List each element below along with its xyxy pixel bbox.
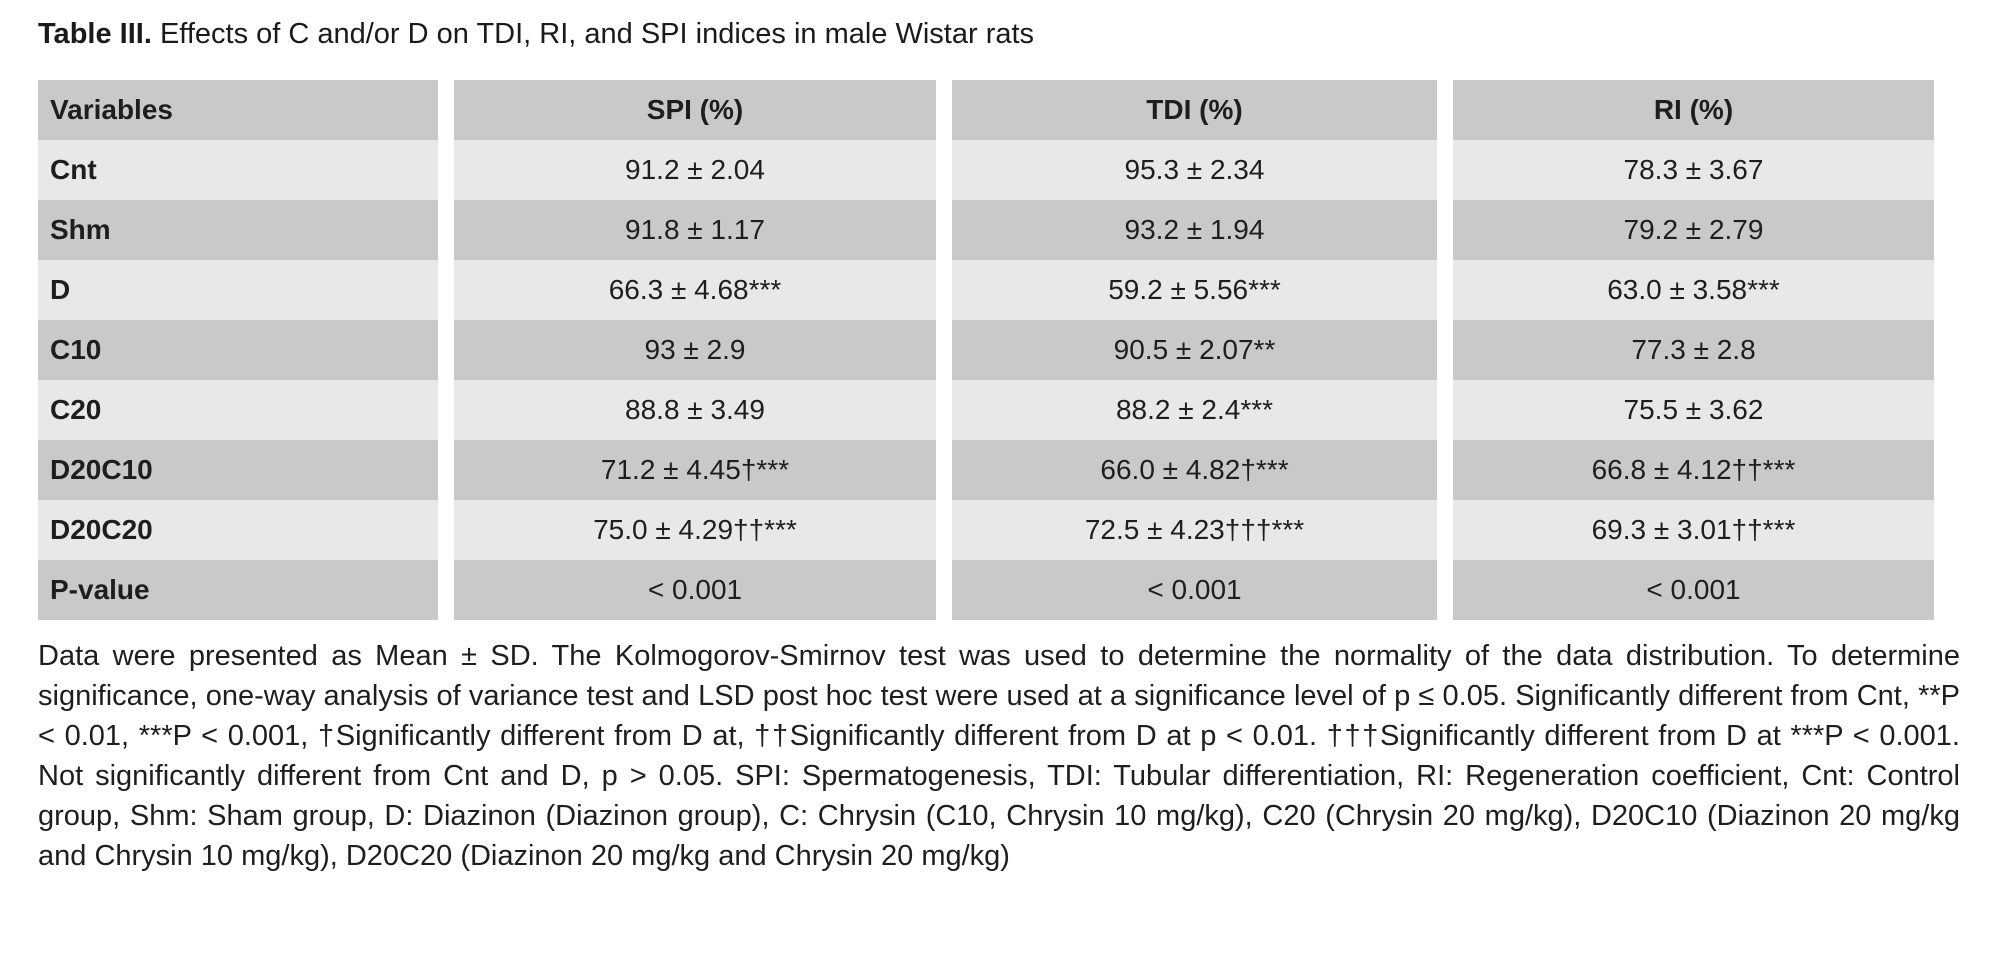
table-cell-d20c20-tdi: 72.5 ± 4.23†††*** [952,500,1437,560]
column-header-ri: RI (%) [1453,80,1934,140]
row-label-d: D [38,260,438,320]
table-cell-d20c10-tdi: 66.0 ± 4.82†*** [952,440,1437,500]
table-cell-pvalue-tdi: < 0.001 [952,560,1437,620]
row-label-c20: C20 [38,380,438,440]
table-cell-cnt-tdi: 95.3 ± 2.34 [952,140,1437,200]
table-cell-c10-spi: 93 ± 2.9 [454,320,936,380]
data-table: Variables SPI (%) TDI (%) RI (%) Cnt 91.… [38,80,1934,620]
table-cell-c10-ri: 77.3 ± 2.8 [1453,320,1934,380]
table-cell-shm-tdi: 93.2 ± 1.94 [952,200,1437,260]
table-cell-shm-spi: 91.8 ± 1.17 [454,200,936,260]
table-footnote: Data were presented as Mean ± SD. The Ko… [38,640,1960,872]
table-cell-c20-spi: 88.8 ± 3.49 [454,380,936,440]
table-cell-cnt-ri: 78.3 ± 3.67 [1453,140,1934,200]
table-cell-d20c10-spi: 71.2 ± 4.45†*** [454,440,936,500]
table-cell-d20c20-ri: 69.3 ± 3.01††*** [1453,500,1934,560]
table-cell-cnt-spi: 91.2 ± 2.04 [454,140,936,200]
row-label-d20c10: D20C10 [38,440,438,500]
row-label-cnt: Cnt [38,140,438,200]
table-cell-d-tdi: 59.2 ± 5.56*** [952,260,1437,320]
column-header-variables: Variables [38,80,438,140]
table-cell-d-spi: 66.3 ± 4.68*** [454,260,936,320]
table-caption: Table III. Effects of C and/or D on TDI,… [38,16,1960,52]
column-header-tdi: TDI (%) [952,80,1437,140]
table-cell-shm-ri: 79.2 ± 2.79 [1453,200,1934,260]
table-caption-label: Table III. [38,18,152,50]
table-figure: Table III. Effects of C and/or D on TDI,… [38,16,1960,905]
table-cell-c20-ri: 75.5 ± 3.62 [1453,380,1934,440]
row-label-pvalue: P-value [38,560,438,620]
table-cell-d-ri: 63.0 ± 3.58*** [1453,260,1934,320]
row-label-shm: Shm [38,200,438,260]
table-cell-d20c20-spi: 75.0 ± 4.29††*** [454,500,936,560]
table-cell-pvalue-ri: < 0.001 [1453,560,1934,620]
row-label-c10: C10 [38,320,438,380]
table-cell-c10-tdi: 90.5 ± 2.07** [952,320,1437,380]
table-caption-text: Effects of C and/or D on TDI, RI, and SP… [151,18,1035,50]
table-cell-c20-tdi: 88.2 ± 2.4*** [952,380,1437,440]
row-label-d20c20: D20C20 [38,500,438,560]
column-header-spi: SPI (%) [454,80,936,140]
table-cell-pvalue-spi: < 0.001 [454,560,936,620]
table-cell-d20c10-ri: 66.8 ± 4.12††*** [1453,440,1934,500]
